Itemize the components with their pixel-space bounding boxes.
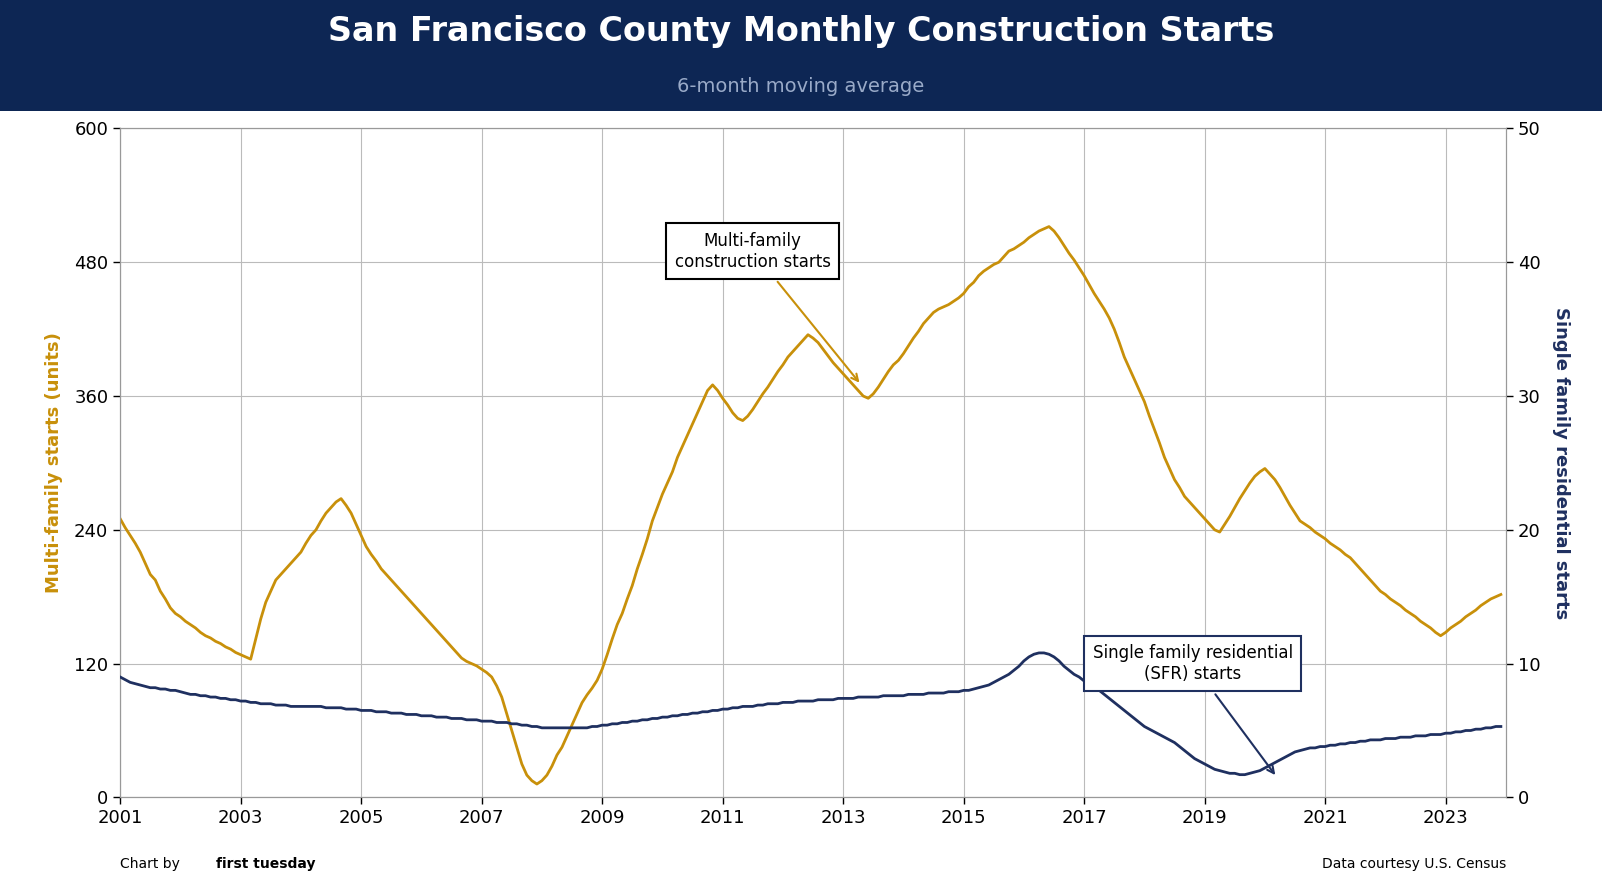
Text: Single family residential
(SFR) starts: Single family residential (SFR) starts — [1093, 644, 1293, 773]
Text: 6-month moving average: 6-month moving average — [678, 77, 924, 96]
Text: Multi-family
construction starts: Multi-family construction starts — [674, 232, 859, 381]
Text: Data courtesy U.S. Census: Data courtesy U.S. Census — [1322, 857, 1506, 871]
Text: San Francisco County Monthly Construction Starts: San Francisco County Monthly Constructio… — [328, 14, 1274, 48]
Y-axis label: Multi-family starts (units): Multi-family starts (units) — [45, 332, 62, 594]
Y-axis label: Single family residential starts: Single family residential starts — [1552, 307, 1570, 619]
Text: first tuesday: first tuesday — [216, 857, 316, 871]
Text: Chart by: Chart by — [120, 857, 184, 871]
